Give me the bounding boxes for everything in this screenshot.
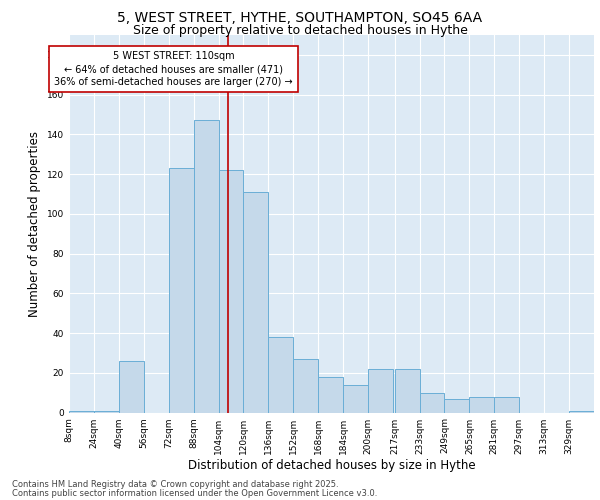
Bar xyxy=(218,170,244,412)
Bar xyxy=(94,410,119,412)
Text: Contains public sector information licensed under the Open Government Licence v3: Contains public sector information licen… xyxy=(12,489,377,498)
Bar xyxy=(395,369,419,412)
Bar xyxy=(569,410,594,412)
Text: 5 WEST STREET: 110sqm
← 64% of detached houses are smaller (471)
36% of semi-det: 5 WEST STREET: 110sqm ← 64% of detached … xyxy=(54,51,293,88)
Bar xyxy=(119,361,144,412)
Bar xyxy=(194,120,218,412)
Bar xyxy=(368,369,393,412)
Bar xyxy=(419,392,445,412)
Bar xyxy=(69,410,94,412)
Bar xyxy=(494,396,519,412)
Bar xyxy=(169,168,194,412)
Bar xyxy=(318,376,343,412)
Text: Size of property relative to detached houses in Hythe: Size of property relative to detached ho… xyxy=(133,24,467,37)
Bar xyxy=(469,396,494,412)
Bar xyxy=(343,384,368,412)
Bar xyxy=(268,337,293,412)
Text: Contains HM Land Registry data © Crown copyright and database right 2025.: Contains HM Land Registry data © Crown c… xyxy=(12,480,338,489)
X-axis label: Distribution of detached houses by size in Hythe: Distribution of detached houses by size … xyxy=(188,460,475,472)
Bar xyxy=(244,192,268,412)
Text: 5, WEST STREET, HYTHE, SOUTHAMPTON, SO45 6AA: 5, WEST STREET, HYTHE, SOUTHAMPTON, SO45… xyxy=(118,11,482,25)
Y-axis label: Number of detached properties: Number of detached properties xyxy=(28,130,41,317)
Bar xyxy=(293,359,318,412)
Bar xyxy=(445,398,469,412)
